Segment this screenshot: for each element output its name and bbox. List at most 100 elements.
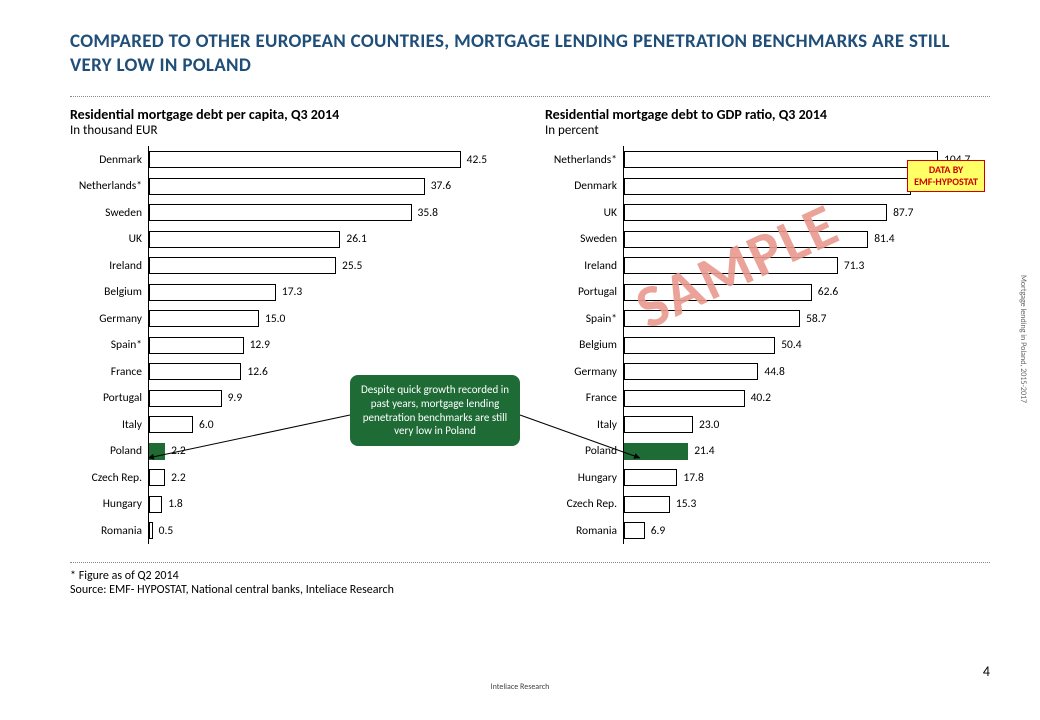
bar-label: Spain* xyxy=(545,312,623,326)
bar-label: Czech Rep. xyxy=(545,497,623,511)
bar-label: France xyxy=(545,391,623,405)
bar-row: Belgium 17.3 xyxy=(70,279,515,306)
bar-area: 44.8 xyxy=(623,358,990,385)
bar-row: UK87.7 xyxy=(545,199,990,226)
bar xyxy=(624,522,645,539)
bar-label: Germany xyxy=(545,365,623,379)
bar-row: Ireland 71.3 xyxy=(545,252,990,279)
bar-area: 58.7 xyxy=(623,305,990,332)
bar-value: 15.3 xyxy=(676,497,696,511)
bar-row: Netherlands* 37.6 xyxy=(70,173,515,200)
bar-label: Netherlands* xyxy=(70,179,148,193)
side-vertical-text: Mortgage lending in Poland, 2015-2017 xyxy=(1018,275,1028,403)
bar-label: Poland xyxy=(70,444,148,458)
bar-row: Romania 6.9 xyxy=(545,517,990,544)
bar-area: 17.8 xyxy=(623,464,990,491)
bar-row: Denmark42.5 xyxy=(70,146,515,173)
bar-area: 1.8 xyxy=(148,491,515,518)
bar-value: 9.9 xyxy=(228,391,243,405)
bar-area: 12.9 xyxy=(148,332,515,359)
bar-label: Sweden xyxy=(545,232,623,246)
bar-row: Sweden81.4 xyxy=(545,226,990,253)
chart-right-bars: Netherlands*104.7Denmark95.6UK87.7Sweden… xyxy=(545,146,990,544)
bar-area: 21.4 xyxy=(623,438,990,465)
bar-value: 71.3 xyxy=(844,259,864,273)
bar-label: Czech Rep. xyxy=(70,471,148,485)
bar xyxy=(149,151,461,168)
bar-label: Portugal xyxy=(70,391,148,405)
bar-area: 35.8 xyxy=(148,199,515,226)
bar xyxy=(624,310,800,327)
bar-area: 26.1 xyxy=(148,226,515,253)
bar-value: 17.3 xyxy=(282,285,302,299)
bar xyxy=(624,390,745,407)
bar xyxy=(149,204,412,221)
bar-label: Germany xyxy=(70,312,148,326)
slide-page: COMPARED TO OTHER EUROPEAN COUNTRIES, MO… xyxy=(0,0,1040,720)
bar xyxy=(149,469,165,486)
bar-area: 87.7 xyxy=(623,199,990,226)
bar xyxy=(624,363,758,380)
bar-area: 42.5 xyxy=(148,146,515,173)
bar-label: Portugal xyxy=(545,285,623,299)
bar-label: Romania xyxy=(545,524,623,538)
top-divider xyxy=(70,96,990,97)
bar-value: 42.5 xyxy=(467,153,487,167)
bar-area: 37.6 xyxy=(148,173,515,200)
chart-left-bars: Denmark42.5Netherlands*37.6Sweden35.8UK2… xyxy=(70,146,515,544)
bar xyxy=(149,496,162,513)
badge-line2: EMF-HYPOSTAT xyxy=(914,175,978,188)
bar-value: 15.0 xyxy=(265,312,285,326)
bar-area: 81.4 xyxy=(623,226,990,253)
bar-area: 62.6 xyxy=(623,279,990,306)
chart-left-title: Residential mortgage debt per capita, Q3… xyxy=(70,107,515,124)
bar-value: 62.6 xyxy=(818,285,838,299)
bar-label: Sweden xyxy=(70,206,148,220)
bar xyxy=(149,257,336,274)
bar xyxy=(149,310,259,327)
bar-value: 1.8 xyxy=(168,497,183,511)
bar xyxy=(149,284,276,301)
bar-row: Hungary 1.8 xyxy=(70,491,515,518)
bar-value: 40.2 xyxy=(751,391,771,405)
bar xyxy=(624,204,887,221)
bar-area: 50.4 xyxy=(623,332,990,359)
bar xyxy=(149,337,244,354)
arrow-left xyxy=(140,410,355,470)
bar-value: 37.6 xyxy=(431,179,451,193)
footnote: * Figure as of Q2 2014 xyxy=(70,569,990,583)
bar-label: Hungary xyxy=(545,471,623,485)
bar-value: 21.4 xyxy=(694,444,714,458)
arrow-right xyxy=(515,410,650,470)
bar-label: UK xyxy=(70,232,148,246)
bar-row: Sweden35.8 xyxy=(70,199,515,226)
bar-label: Romania xyxy=(70,524,148,538)
chart-right-subtitle: In percent xyxy=(545,123,990,138)
bar-row: Czech Rep. 15.3 xyxy=(545,491,990,518)
bar-label: France xyxy=(70,365,148,379)
bar-label: Spain* xyxy=(70,338,148,352)
bar-value: 0.5 xyxy=(159,524,174,538)
bar-value: 12.9 xyxy=(250,338,270,352)
bar-row: Romania 0.5 xyxy=(70,517,515,544)
bar-area: 25.5 xyxy=(148,252,515,279)
bar-label: Hungary xyxy=(70,497,148,511)
bar-label: Belgium xyxy=(70,285,148,299)
bar xyxy=(149,390,222,407)
bar-label: Ireland xyxy=(545,259,623,273)
bar-value: 26.1 xyxy=(346,232,366,246)
chart-left: Residential mortgage debt per capita, Q3… xyxy=(70,107,515,544)
bar-value: 12.6 xyxy=(247,365,267,379)
page-title: COMPARED TO OTHER EUROPEAN COUNTRIES, MO… xyxy=(70,30,990,78)
page-number: 4 xyxy=(983,663,990,680)
bar-label: Italy xyxy=(70,418,148,432)
bar xyxy=(624,496,670,513)
bar-label: Ireland xyxy=(70,259,148,273)
bar-row: Ireland25.5 xyxy=(70,252,515,279)
bar-row: Portugal 62.6 xyxy=(545,279,990,306)
bar-row: Belgium50.4 xyxy=(545,332,990,359)
data-source-badge: DATA BY EMF-HYPOSTAT xyxy=(907,160,985,192)
credit-text: Inteliace Research xyxy=(491,682,550,692)
bar-value: 6.9 xyxy=(651,524,666,538)
bar xyxy=(149,522,153,539)
